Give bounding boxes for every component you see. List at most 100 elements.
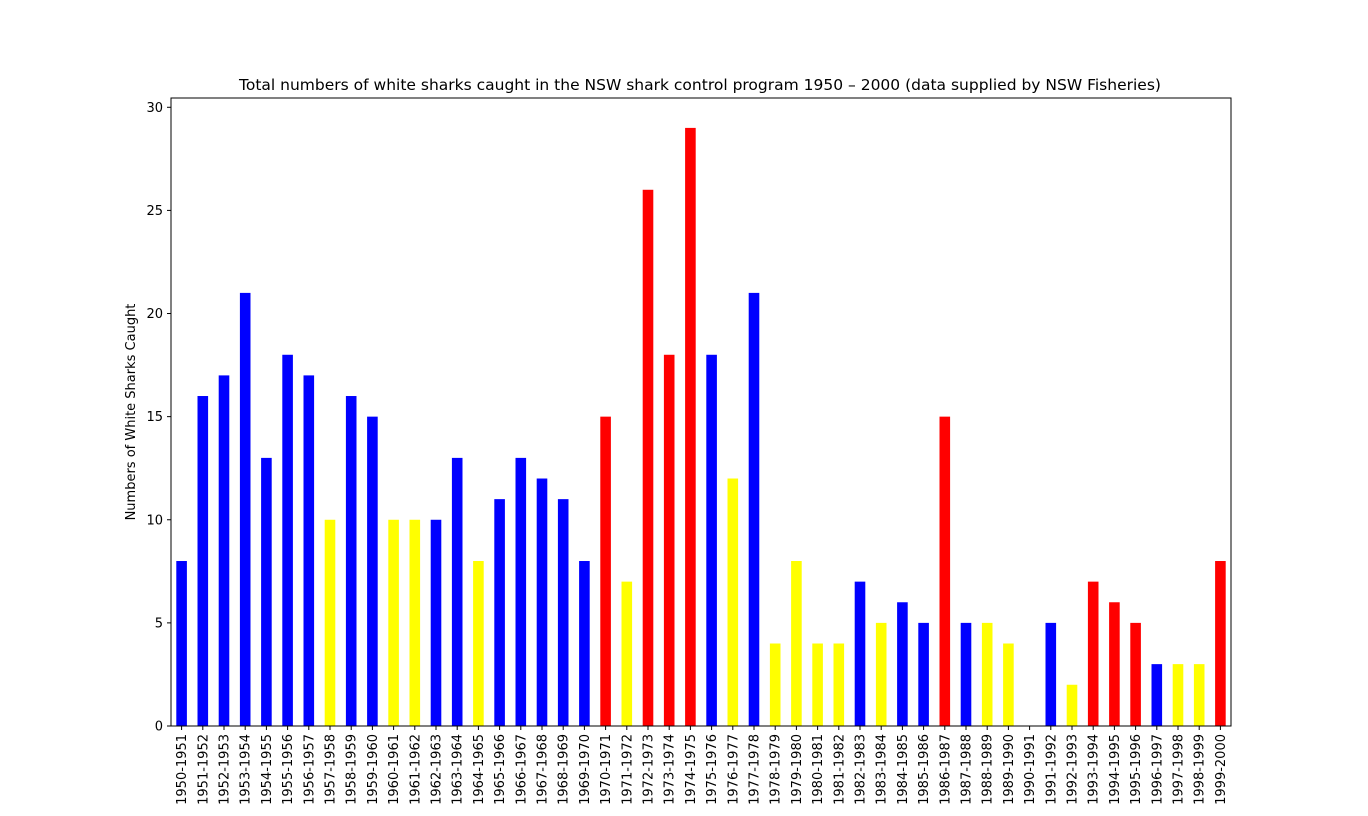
- x-tick-label: 1993-1994: [1087, 734, 1102, 805]
- x-tick-label: 1971-1972: [620, 734, 635, 805]
- x-tick-label: 1953-1954: [239, 734, 254, 805]
- x-tick-label: 1991-1992: [1044, 734, 1059, 805]
- x-tick-label: 1954-1955: [260, 734, 275, 805]
- bar: [1045, 622, 1057, 726]
- x-tick-label: 1976-1977: [726, 734, 741, 805]
- y-tick-label: 30: [146, 101, 163, 116]
- bar: [473, 561, 484, 726]
- x-tick-label: 1966-1967: [514, 734, 529, 805]
- bar: [769, 643, 781, 726]
- x-tick-label: 1952-1953: [218, 734, 233, 805]
- x-tick-label: 1974-1975: [684, 734, 699, 805]
- bar: [1003, 643, 1014, 726]
- x-tick-label: 1957-1958: [324, 734, 339, 805]
- x-tick-label: 1979-1980: [790, 734, 805, 805]
- x-tick-label: 1985-1986: [917, 734, 932, 805]
- x-tick-label: 1964-1965: [472, 734, 487, 805]
- x-tick-label: 1955-1956: [281, 734, 296, 805]
- bar: [176, 561, 187, 726]
- x-tick-label: 1958-1959: [345, 734, 360, 805]
- x-tick-label: 1984-1985: [896, 734, 911, 805]
- x-tick-label: 1975-1976: [705, 734, 720, 805]
- x-tick-label: 1995-1996: [1129, 734, 1144, 805]
- bar: [600, 416, 611, 726]
- y-tick-label: 0: [155, 720, 163, 735]
- x-tick-label: 1997-1998: [1172, 734, 1187, 805]
- bar: [324, 519, 336, 726]
- x-tick-label: 1987-1988: [960, 734, 975, 805]
- bar: [812, 643, 823, 726]
- bar: [303, 375, 315, 726]
- bar: [494, 499, 505, 726]
- x-tick-label: 1972-1973: [642, 734, 657, 805]
- x-tick-label: 1992-1993: [1066, 734, 1081, 805]
- bar: [430, 519, 442, 726]
- bar: [663, 354, 675, 726]
- x-tick-label: 1981-1982: [832, 734, 847, 805]
- bar: [345, 396, 357, 726]
- x-tick-label: 1960-1961: [387, 734, 402, 805]
- bar: [409, 519, 421, 726]
- bar: [218, 375, 230, 726]
- y-tick-label: 25: [146, 204, 163, 219]
- bar: [791, 561, 802, 726]
- bar: [854, 581, 866, 726]
- x-tick-label: 1999-2000: [1214, 734, 1229, 805]
- bar: [833, 643, 845, 726]
- x-tick-label: 1951-1952: [196, 734, 211, 805]
- y-axis: 0 5 10 15 20 25 30: [146, 101, 171, 735]
- bar: [939, 416, 951, 726]
- bar: [451, 457, 463, 726]
- x-tick-label: 1986-1987: [938, 734, 953, 805]
- x-tick-label: 1978-1979: [769, 734, 784, 805]
- x-tick-label: 1989-1990: [1002, 734, 1017, 805]
- bar: [897, 602, 908, 726]
- x-tick-label: 1968-1969: [557, 734, 572, 805]
- x-tick-label: 1959-1960: [366, 734, 381, 805]
- bar: [1172, 664, 1184, 726]
- bar: [579, 561, 590, 726]
- x-tick-label: 1983-1984: [875, 734, 890, 805]
- bar: [388, 519, 399, 726]
- bar: [642, 189, 654, 727]
- bar: [960, 622, 972, 726]
- chart-title: Total numbers of white sharks caught in …: [238, 76, 1161, 94]
- x-tick-label: 1961-1962: [408, 734, 423, 805]
- bar: [621, 581, 633, 726]
- x-tick-label: 1965-1966: [493, 734, 508, 805]
- bar: [1215, 561, 1226, 726]
- bar: [197, 396, 209, 726]
- x-tick-label: 1977-1978: [748, 734, 763, 805]
- bar: [748, 292, 760, 726]
- bar: [536, 478, 548, 726]
- bar: [1151, 664, 1163, 726]
- x-tick-label: 1967-1968: [536, 734, 551, 805]
- bar: [515, 457, 527, 726]
- x-tick-label: 1982-1983: [854, 734, 869, 805]
- x-tick-label: 1962-1963: [430, 734, 445, 805]
- bar: [1087, 581, 1099, 726]
- x-tick-label: 1980-1981: [811, 734, 826, 805]
- bar: [685, 127, 696, 726]
- y-axis-label: Numbers of White Sharks Caught: [124, 304, 139, 521]
- bar: [727, 478, 739, 726]
- bar: [918, 622, 929, 726]
- x-axis: 1950-1951 1951-1952 1952-1953 1953-1954 1954…: [175, 726, 1229, 805]
- x-tick-label: 1994-1995: [1108, 734, 1123, 805]
- x-tick-label: 1988-1989: [981, 734, 996, 805]
- y-tick-label: 20: [146, 307, 163, 322]
- bar: [1130, 622, 1141, 726]
- x-tick-label: 1956-1957: [302, 734, 317, 805]
- bar: [261, 457, 272, 726]
- bar: [282, 354, 293, 726]
- x-tick-label: 1963-1964: [451, 734, 466, 805]
- y-tick-label: 10: [146, 513, 163, 528]
- bar: [875, 622, 887, 726]
- bar: [706, 354, 717, 726]
- x-tick-label: 1970-1971: [599, 734, 614, 805]
- x-tick-label: 1998-1999: [1193, 734, 1208, 805]
- bar: [1109, 602, 1120, 726]
- bar: [1193, 664, 1205, 726]
- x-tick-label: 1950-1951: [175, 734, 190, 805]
